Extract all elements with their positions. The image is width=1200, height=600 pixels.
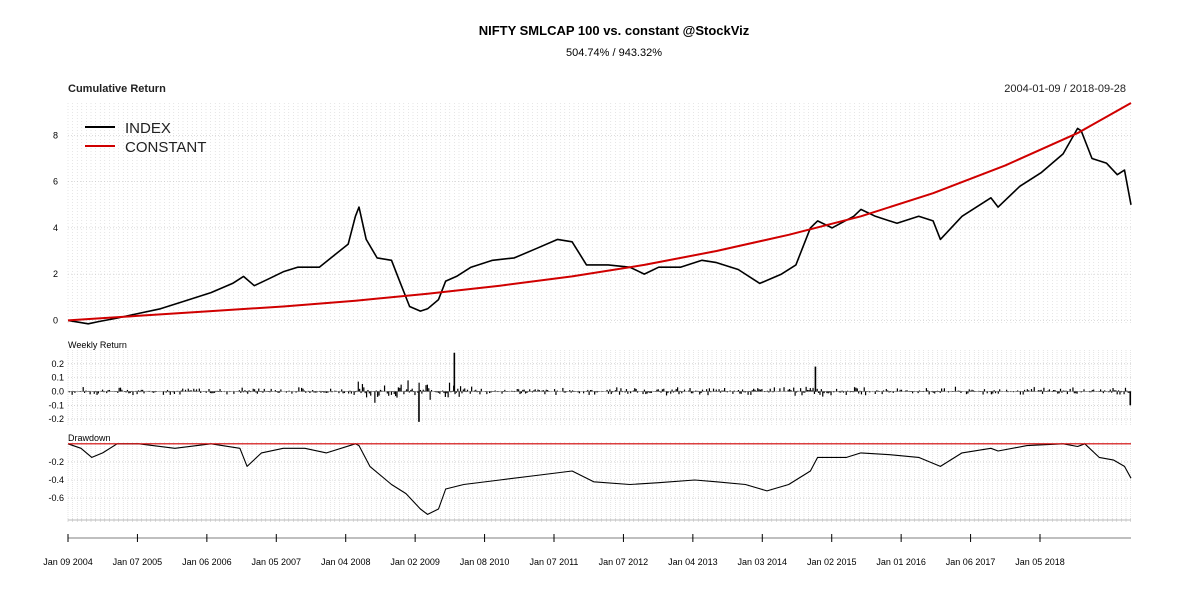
x-tick-label: Jan 04 2013 [668, 557, 718, 567]
weekly-return-panel: -0.2 -0.1 0.0 0.1 0.2 [48, 352, 1132, 424]
series-index-line [67, 127, 1132, 325]
y-tick-label: 2 [53, 269, 58, 279]
x-tick-label: Jan 07 2012 [599, 557, 649, 567]
x-tick-label: Jan 07 2011 [530, 557, 579, 567]
x-tick-label: Jan 08 2010 [460, 557, 510, 567]
x-tick-label: Jan 09 2004 [43, 557, 93, 567]
x-tick-label: Jan 01 2016 [876, 557, 926, 567]
y-tick-label: 6 [53, 177, 58, 187]
chart-title: NIFTY SMLCAP 100 vs. constant @StockViz [479, 23, 750, 38]
drawdown-panel: -0.6 -0.4 -0.2 [48, 443, 1132, 515]
y-tick-label: -0.1 [48, 400, 64, 410]
x-tick-label: Jan 02 2009 [390, 557, 440, 567]
cumulative-panel: 0 2 4 6 8 [53, 102, 1132, 325]
x-tick-label: Jan 06 2006 [182, 557, 232, 567]
drawdown-title: Drawdown [68, 433, 111, 443]
x-tick-label: Jan 05 2007 [252, 557, 302, 567]
chart-subtitle: 504.74% / 943.32% [566, 47, 662, 59]
y-tick-label: 0.1 [51, 373, 64, 383]
x-tick-label: Jan 03 2014 [738, 557, 788, 567]
x-tick-label: Jan 06 2017 [946, 557, 996, 567]
x-tick-label: Jan 04 2008 [321, 557, 371, 567]
legend-constant-label: CONSTANT [125, 139, 206, 156]
date-range: 2004-01-09 / 2018-09-28 [1004, 83, 1126, 95]
cumulative-return-title: Cumulative Return [68, 83, 166, 95]
y-tick-label: -0.6 [48, 493, 64, 503]
y-tick-label: 8 [53, 130, 58, 140]
drawdown-line [67, 443, 1132, 515]
x-tick-label: Jan 07 2005 [113, 557, 163, 567]
y-tick-label: 0.0 [51, 386, 64, 396]
x-axis: Jan 09 2004 Jan 07 2005 Jan 06 2006 Jan 05 … [43, 518, 1131, 567]
x-tick-label: Jan 02 2015 [807, 557, 857, 567]
y-tick-label: 0.2 [51, 359, 64, 369]
y-tick-label: -0.2 [48, 457, 64, 467]
y-tick-label: -0.4 [48, 475, 64, 485]
y-tick-label: 0 [53, 315, 58, 325]
legend-index-label: INDEX [125, 120, 171, 137]
x-tick-label: Jan 05 2018 [1015, 557, 1065, 567]
y-tick-label: -0.2 [48, 414, 64, 424]
y-tick-label: 4 [53, 223, 58, 233]
weekly-return-title: Weekly Return [68, 340, 127, 350]
legend: INDEX CONSTANT [85, 120, 206, 156]
series-constant-line [67, 102, 1132, 322]
